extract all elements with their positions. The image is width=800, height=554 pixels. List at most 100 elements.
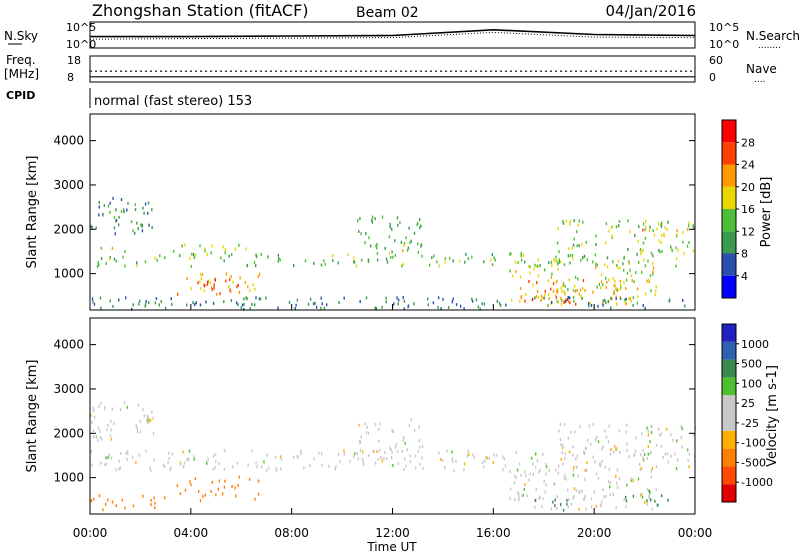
power-cell — [347, 253, 349, 257]
power-cell — [402, 296, 404, 300]
velocity-cell — [534, 466, 537, 470]
power-cell — [658, 239, 661, 243]
velocity-cell — [516, 468, 519, 472]
power-cell — [173, 249, 175, 253]
velocity-cell — [655, 465, 658, 468]
velocity-cell — [309, 464, 311, 468]
power-cell — [563, 263, 566, 267]
power-cell — [483, 302, 485, 306]
velocity-cell — [120, 452, 122, 455]
velocity-cell — [90, 450, 92, 453]
power-cell — [520, 251, 522, 255]
power-cell — [547, 279, 550, 283]
power-cell — [644, 264, 647, 268]
power-cell — [663, 232, 665, 236]
velocity-cell — [639, 493, 642, 497]
velocity-cell — [119, 466, 122, 470]
velocity-cell — [182, 465, 185, 469]
power-cell — [682, 299, 684, 302]
power-cell — [584, 289, 586, 293]
power-cell — [109, 257, 111, 261]
power-cell — [646, 279, 648, 283]
velocity-cell — [118, 467, 120, 471]
velocity-colorbar-tick-label: 100 — [741, 377, 762, 390]
velocity-cell — [610, 448, 612, 452]
power-cell — [557, 267, 559, 271]
power-cell — [249, 306, 251, 310]
velocity-cell — [210, 490, 212, 493]
velocity-cell — [590, 505, 593, 509]
velocity-cell — [618, 477, 621, 481]
power-cell — [237, 303, 239, 307]
power-cell — [397, 302, 399, 306]
power-cell — [544, 268, 546, 272]
power-cell — [158, 303, 160, 307]
velocity-cell — [568, 498, 570, 502]
velocity-cell — [667, 498, 669, 502]
velocity-cell — [303, 466, 305, 470]
velocity-cell — [121, 498, 123, 502]
power-cell — [580, 258, 582, 262]
power-cell — [259, 297, 262, 301]
power-cell — [605, 285, 607, 289]
power-cell — [326, 303, 328, 307]
power-cell — [194, 253, 197, 257]
power-cell — [544, 293, 546, 297]
power-cell — [151, 226, 153, 229]
velocity-cell — [567, 505, 569, 509]
velocity-cell — [391, 428, 393, 432]
velocity-cell — [110, 456, 113, 460]
velocity-cell — [585, 507, 587, 511]
velocity-cell — [605, 435, 608, 439]
power-cell — [553, 257, 555, 261]
velocity-cell — [451, 460, 454, 463]
power-cell — [539, 264, 541, 268]
velocity-colorbar: -1000 -500 -100 -25 25 100 500 1000 — [721, 323, 773, 503]
power-cell — [627, 219, 629, 223]
beam-title: Beam 02 — [356, 5, 419, 21]
power-cell — [589, 301, 591, 305]
power-cell — [371, 218, 373, 222]
noise-right-tick-bottom: 10^0 — [709, 38, 739, 51]
power-colorbar-segment — [722, 231, 736, 254]
power-cell — [210, 251, 212, 255]
velocity-cell — [261, 465, 263, 469]
velocity-cell — [251, 449, 253, 453]
velocity-cell — [127, 452, 129, 456]
power-cell — [403, 242, 406, 246]
power-cell — [315, 305, 318, 309]
power-cell — [151, 208, 153, 212]
velocity-cell — [126, 450, 129, 454]
power-cell — [118, 215, 120, 219]
power-cell — [388, 251, 390, 255]
velocity-cell — [135, 460, 137, 464]
power-cell — [392, 255, 394, 259]
power-cell — [618, 220, 621, 223]
velocity-cell — [513, 481, 516, 485]
velocity-cell — [545, 472, 547, 476]
power-cell — [267, 255, 269, 259]
velocity-cell — [149, 418, 152, 422]
power-cell — [611, 297, 613, 301]
velocity-cell — [637, 477, 640, 481]
power-cell — [231, 253, 233, 257]
velocity-cell — [224, 479, 226, 483]
power-cell — [181, 244, 183, 248]
power-cell — [592, 290, 594, 294]
velocity-cell — [561, 451, 563, 455]
power-cell — [211, 288, 214, 292]
velocity-cell — [125, 451, 127, 455]
velocity-cell — [566, 498, 568, 502]
power-cell — [604, 263, 606, 267]
velocity-cell — [576, 454, 579, 458]
velocity-cell — [609, 493, 611, 497]
power-cell — [467, 257, 469, 261]
velocity-cell — [147, 415, 149, 419]
power-cell — [585, 240, 587, 244]
velocity-cell — [439, 458, 442, 461]
power-cell — [617, 266, 619, 270]
power-cell — [458, 259, 461, 263]
cpid-panel: CPID normal (fast stereo) 153 — [6, 88, 252, 109]
power-cell — [632, 296, 635, 300]
velocity-cell — [640, 466, 643, 470]
